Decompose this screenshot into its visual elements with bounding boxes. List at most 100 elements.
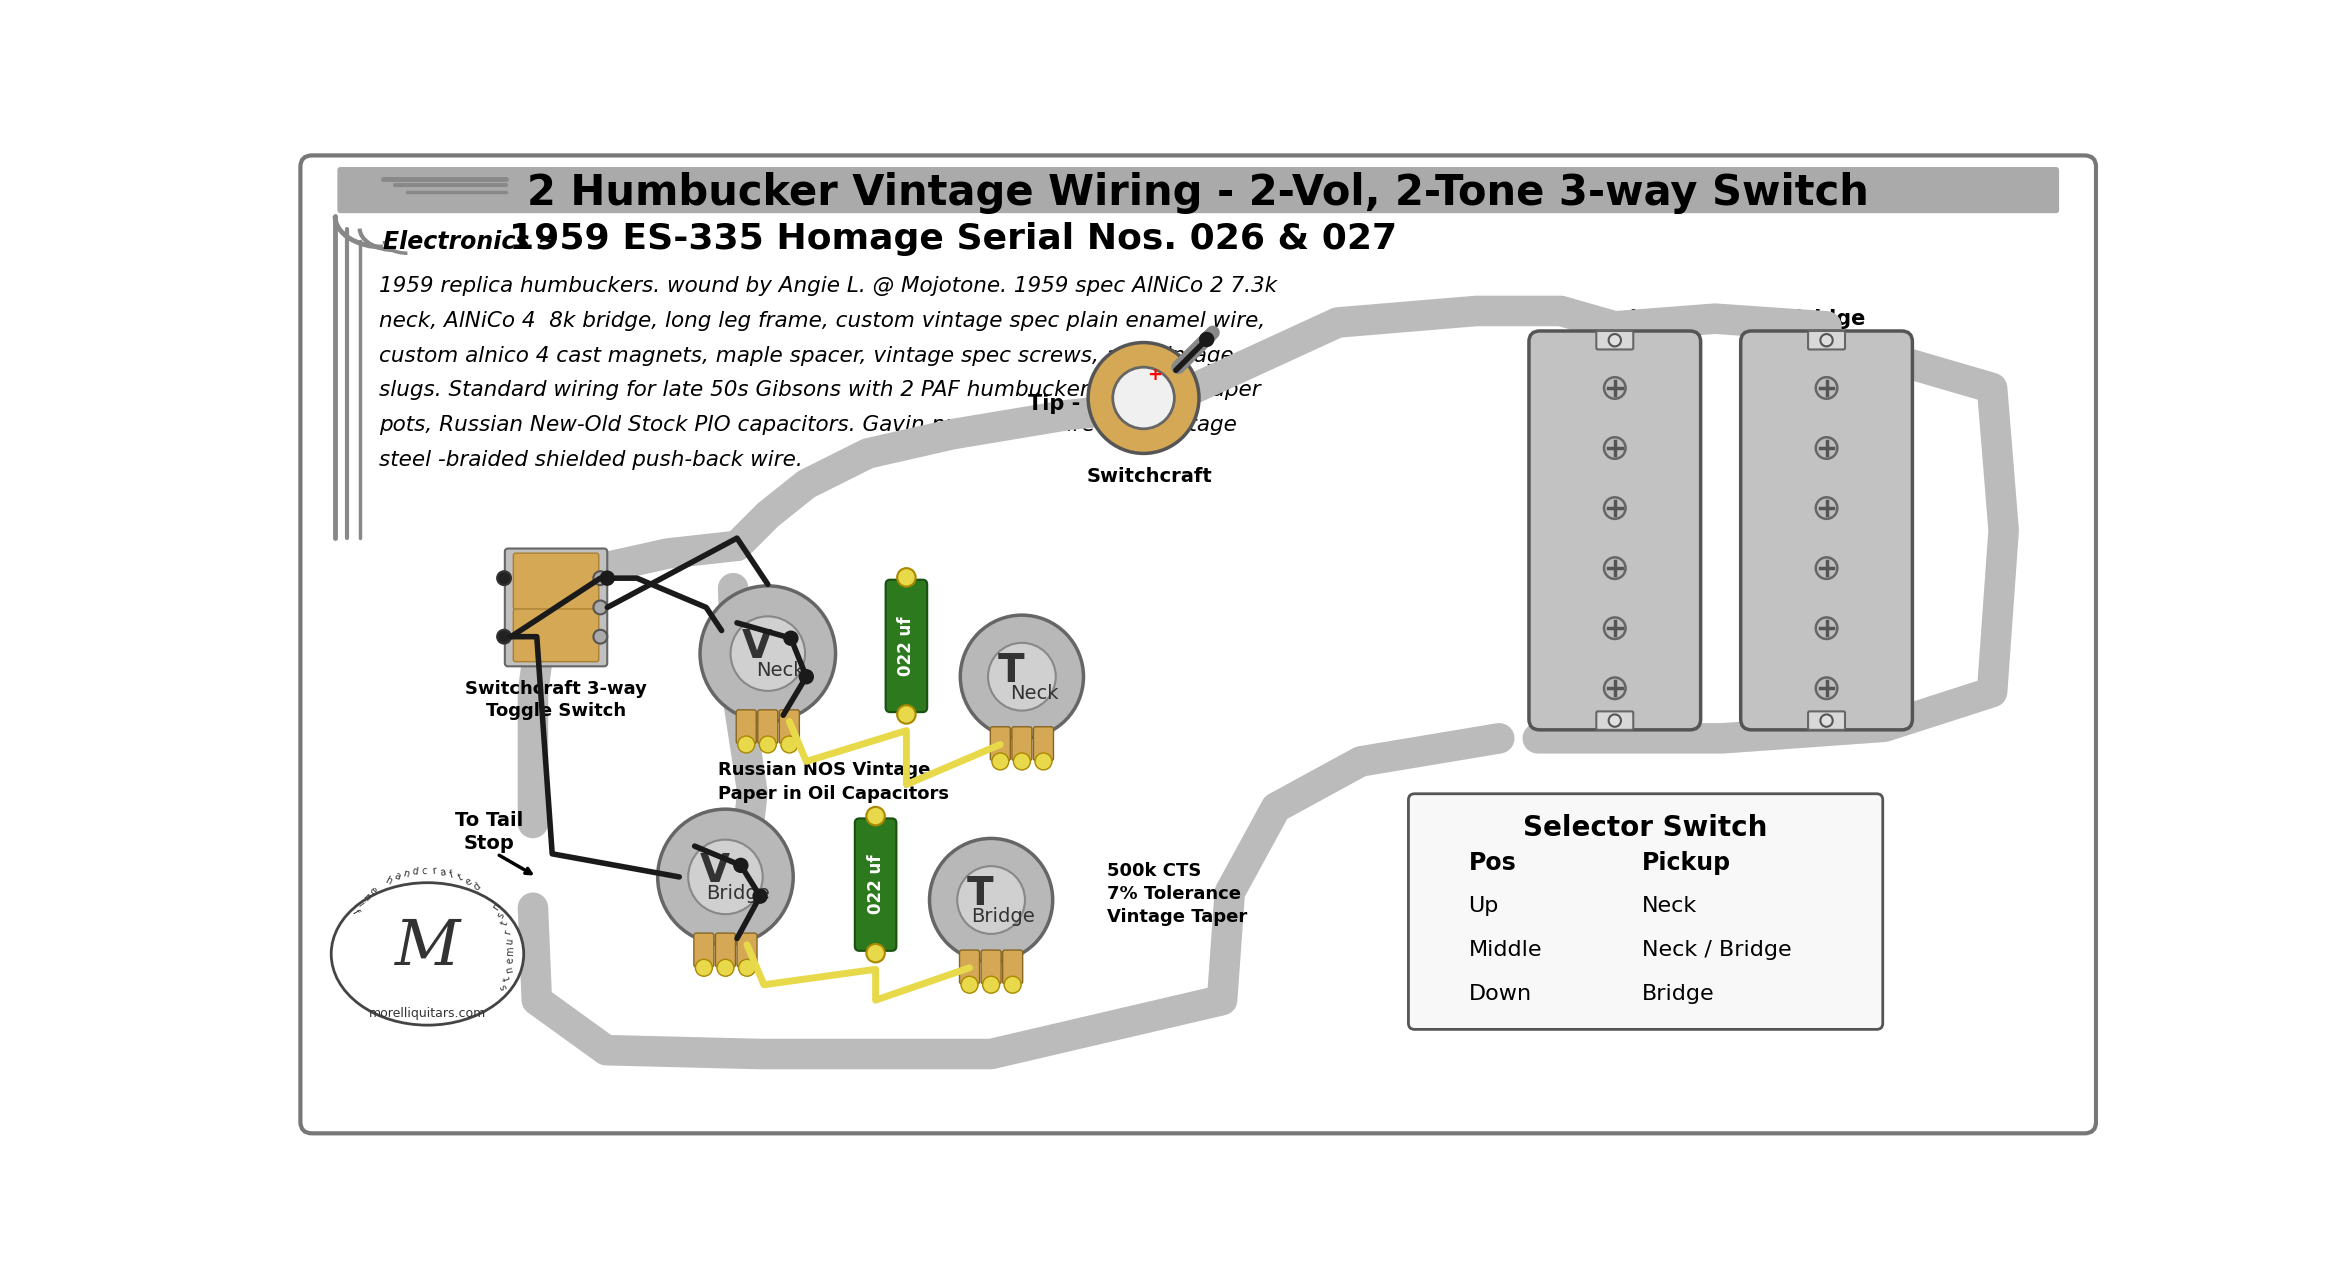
Circle shape [1113,367,1174,429]
Circle shape [718,960,734,976]
FancyBboxPatch shape [1003,951,1022,984]
Text: c: c [421,865,428,875]
FancyBboxPatch shape [694,933,713,967]
FancyBboxPatch shape [1597,711,1634,730]
Circle shape [699,586,835,721]
Circle shape [956,866,1024,934]
Circle shape [599,570,615,586]
Circle shape [961,615,1082,739]
Text: e: e [367,886,379,897]
Text: 022 uf: 022 uf [867,855,884,915]
Text: e: e [505,957,517,963]
Text: e: e [463,877,475,888]
Circle shape [1821,715,1833,727]
Circle shape [1604,498,1625,519]
Text: a: a [393,870,402,882]
Text: '59 Clone Mojotone: '59 Clone Mojotone [1739,337,1912,355]
Text: Middle: Middle [1468,940,1543,960]
Circle shape [594,630,608,643]
FancyBboxPatch shape [886,579,928,712]
Circle shape [498,572,512,586]
Circle shape [1817,558,1838,579]
FancyBboxPatch shape [736,709,755,744]
Circle shape [729,616,804,690]
Text: 2 Humbucker Vintage Wiring - 2-Vol, 2-Tone 3-way Switch: 2 Humbucker Vintage Wiring - 2-Vol, 2-To… [528,172,1868,214]
Text: n: n [491,902,503,912]
Text: d: d [411,866,419,877]
Circle shape [1817,378,1838,398]
FancyBboxPatch shape [736,933,758,967]
Circle shape [1604,618,1625,639]
Text: Toggle Switch: Toggle Switch [486,702,627,720]
Text: Stop: Stop [463,833,514,852]
Circle shape [783,630,800,646]
Text: Bridge: Bridge [1641,984,1714,1004]
Text: Vintage Taper: Vintage Taper [1106,907,1246,925]
Text: h: h [383,874,393,887]
Circle shape [961,976,977,993]
Circle shape [1609,715,1620,727]
FancyBboxPatch shape [1529,330,1700,730]
FancyBboxPatch shape [1742,330,1912,730]
Circle shape [739,960,755,976]
Circle shape [1005,976,1022,993]
Circle shape [594,572,608,586]
Text: d: d [472,882,482,893]
Text: f: f [351,909,360,916]
Circle shape [1604,438,1625,459]
Circle shape [898,706,916,723]
Circle shape [1817,498,1838,519]
Text: Pickup: Pickup [1641,851,1730,875]
Text: 022 uf: 022 uf [898,616,916,676]
Circle shape [982,976,1001,993]
Circle shape [1036,753,1052,769]
Circle shape [931,838,1052,962]
Text: Neck: Neck [755,661,804,680]
FancyBboxPatch shape [337,167,2060,213]
Circle shape [989,643,1057,711]
Circle shape [1817,678,1838,699]
FancyBboxPatch shape [715,933,736,967]
Text: Selector Switch: Selector Switch [1524,814,1768,842]
Circle shape [1817,618,1838,639]
Text: Tip -: Tip - [1029,394,1080,415]
FancyBboxPatch shape [514,553,599,610]
Text: i: i [355,901,365,909]
Text: M: M [395,917,461,979]
Circle shape [657,809,793,944]
Circle shape [1821,334,1833,346]
Circle shape [1604,378,1625,398]
FancyBboxPatch shape [856,818,895,951]
Text: V: V [741,629,772,666]
Text: Neck: Neck [1010,684,1059,703]
Circle shape [734,857,748,873]
Text: n: n [402,868,409,879]
Text: r: r [503,929,512,935]
Text: u: u [505,938,514,946]
Text: V: V [699,852,729,889]
FancyBboxPatch shape [299,156,2097,1133]
FancyBboxPatch shape [982,951,1001,984]
Circle shape [991,753,1008,769]
Text: T: T [998,652,1024,689]
FancyBboxPatch shape [1033,727,1054,760]
FancyBboxPatch shape [959,951,980,984]
Circle shape [687,840,762,914]
Text: '59 Clone Mojotone: '59 Clone Mojotone [1529,337,1702,355]
Text: n: n [503,966,514,974]
Text: i: i [486,896,496,903]
Text: Up: Up [1468,896,1499,916]
Text: 1959 replica humbuckers. wound by Angie L. @ Mojotone. 1959 spec AlNiCo 2 7.3k: 1959 replica humbuckers. wound by Angie … [379,277,1277,296]
Text: t: t [500,920,510,928]
Text: m: m [505,946,517,956]
Circle shape [760,736,776,753]
Text: slugs. Standard wiring for late 50s Gibsons with 2 PAF humbuckers. Vintage taper: slugs. Standard wiring for late 50s Gibs… [379,380,1260,401]
Text: Electronics ~: Electronics ~ [383,230,556,254]
FancyBboxPatch shape [514,609,599,662]
Text: Neck: Neck [1585,309,1644,329]
Circle shape [1087,342,1199,453]
Text: Down: Down [1468,984,1531,1004]
FancyBboxPatch shape [1807,711,1845,730]
Circle shape [739,736,755,753]
Text: morelliquitars.com: morelliquitars.com [369,1008,486,1021]
